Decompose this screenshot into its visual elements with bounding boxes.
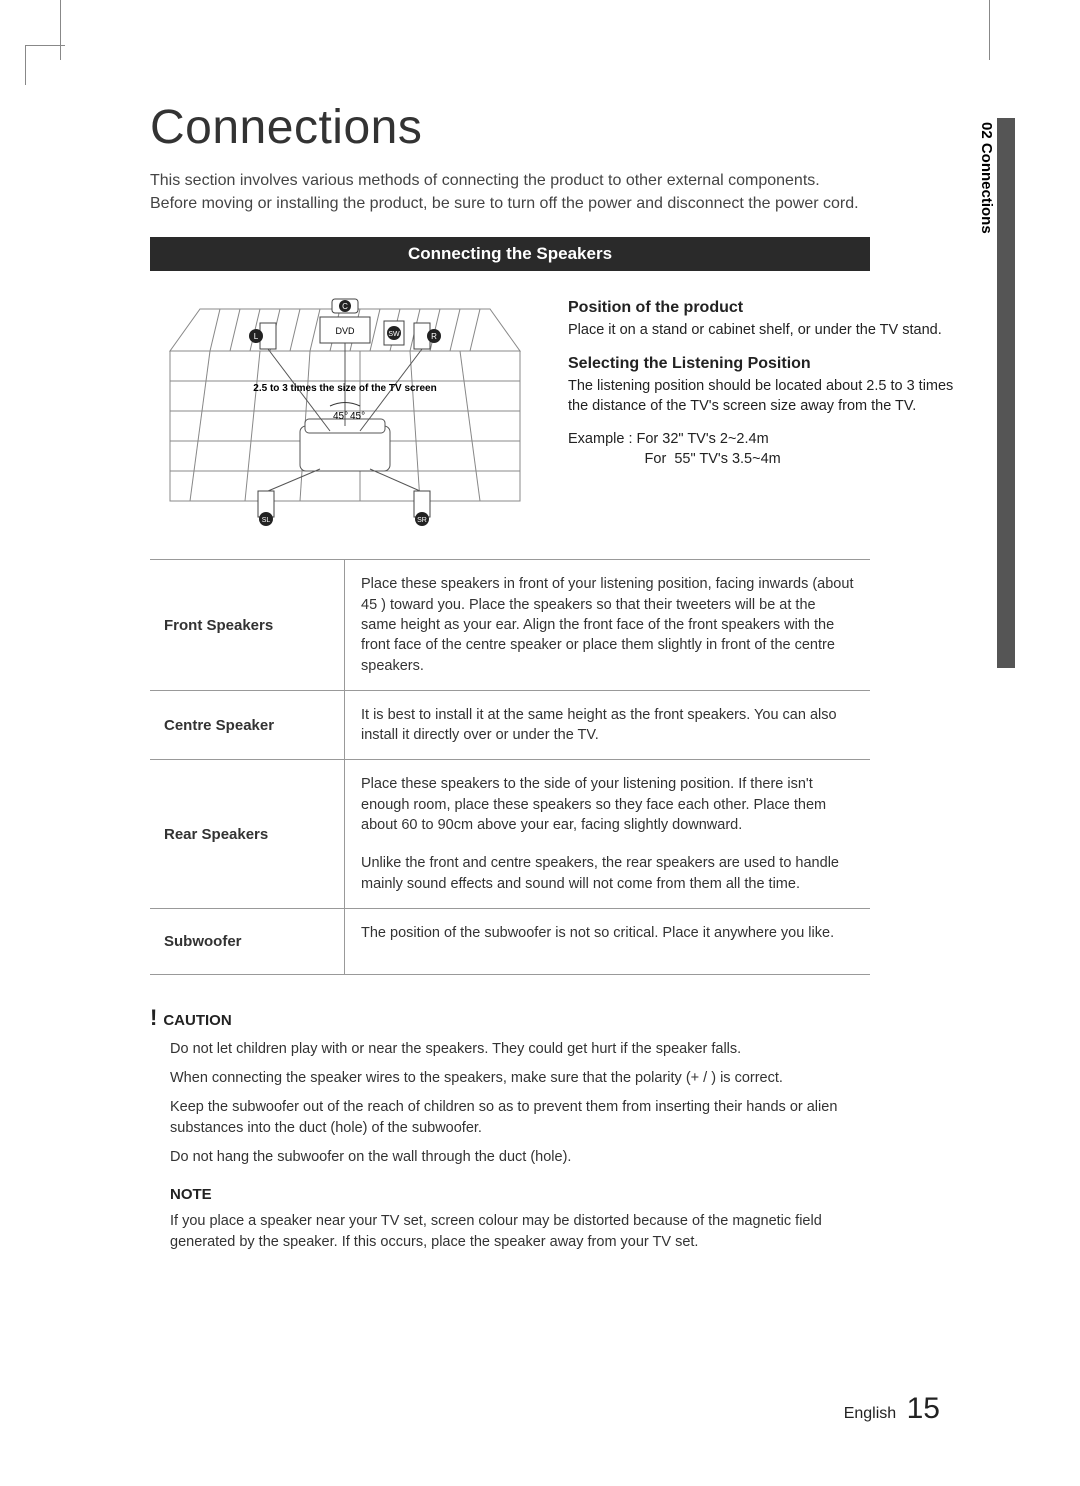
note-heading: NOTE xyxy=(170,1186,870,1203)
row-label: Subwoofer xyxy=(150,909,345,974)
caution-item: Do not hang the subwoofer on the wall th… xyxy=(170,1147,870,1168)
footer-lang: English xyxy=(844,1405,896,1422)
intro-line-1: This section involves various methods of… xyxy=(150,172,820,189)
caution-icon: ! xyxy=(150,1005,157,1030)
diagram-row: DVD C L R SW SL SR xyxy=(150,291,960,531)
listening-text: The listening position should be located… xyxy=(568,377,960,416)
listening-example-2: For 55" TV's 3.5~4m xyxy=(568,450,960,470)
note-block: NOTE If you place a speaker near your TV… xyxy=(150,1186,870,1253)
crop-mark xyxy=(25,45,65,85)
caution-item: Do not let children play with or near th… xyxy=(170,1039,870,1060)
row-desc: The position of the subwoofer is not so … xyxy=(345,909,870,974)
crop-mark xyxy=(60,0,61,60)
caution-item: When connecting the speaker wires to the… xyxy=(170,1068,870,1089)
row-desc: Place these speakers to the side of your… xyxy=(345,760,870,907)
page-footer: English 15 xyxy=(844,1392,940,1426)
row-desc-main: Place these speakers to the side of your… xyxy=(361,776,826,833)
note-item: If you place a speaker near your TV set,… xyxy=(170,1211,870,1253)
section-header: Connecting the Speakers xyxy=(150,237,870,271)
row-desc: It is best to install it at the same hei… xyxy=(345,691,870,760)
side-tab-dark xyxy=(997,118,1015,668)
table-row: Subwoofer The position of the subwoofer … xyxy=(150,909,870,975)
side-tab-label: 02 Connections xyxy=(973,118,995,288)
svg-text:R: R xyxy=(431,332,437,341)
svg-text:SL: SL xyxy=(262,517,271,524)
svg-text:45°: 45° xyxy=(333,411,348,422)
svg-text:45°: 45° xyxy=(350,411,365,422)
position-text: Place it on a stand or cabinet shelf, or… xyxy=(568,321,960,341)
diagram-caption: 2.5 to 3 times the size of the TV screen xyxy=(253,383,436,394)
dvd-label: DVD xyxy=(335,326,355,336)
intro-line-2: Before moving or installing the product,… xyxy=(150,195,859,212)
speaker-diagram: DVD C L R SW SL SR xyxy=(150,291,540,531)
row-desc: Place these speakers in front of your li… xyxy=(345,560,870,689)
diagram-side-text: Position of the product Place it on a st… xyxy=(568,291,960,531)
footer-page: 15 xyxy=(907,1392,940,1425)
caution-block: ! CAUTION Do not let children play with o… xyxy=(150,1005,870,1168)
listening-heading: Selecting the Listening Position xyxy=(568,355,960,373)
caution-item: Keep the subwoofer out of the reach of c… xyxy=(170,1097,870,1139)
listening-example-1: Example : For 32" TV's 2~2.4m xyxy=(568,430,960,450)
table-row: Rear Speakers Place these speakers to th… xyxy=(150,760,870,908)
intro-text: This section involves various methods of… xyxy=(150,169,960,215)
caution-label: CAUTION xyxy=(163,1012,231,1029)
svg-text:SW: SW xyxy=(388,331,400,338)
position-heading: Position of the product xyxy=(568,299,960,317)
table-row: Front Speakers Place these speakers in f… xyxy=(150,560,870,690)
page-content: Connections This section involves variou… xyxy=(150,100,960,1261)
crop-mark xyxy=(989,0,990,60)
row-label: Centre Speaker xyxy=(150,691,345,760)
row-label: Rear Speakers xyxy=(150,760,345,907)
table-row: Centre Speaker It is best to install it … xyxy=(150,691,870,761)
svg-text:C: C xyxy=(342,302,348,311)
speaker-table: Front Speakers Place these speakers in f… xyxy=(150,559,870,975)
svg-text:L: L xyxy=(254,332,259,341)
row-label: Front Speakers xyxy=(150,560,345,689)
row-desc-sub: Unlike the front and centre speakers, th… xyxy=(361,845,854,894)
svg-text:SR: SR xyxy=(417,517,427,524)
caution-heading: ! CAUTION xyxy=(150,1005,870,1031)
page-title: Connections xyxy=(150,100,960,155)
